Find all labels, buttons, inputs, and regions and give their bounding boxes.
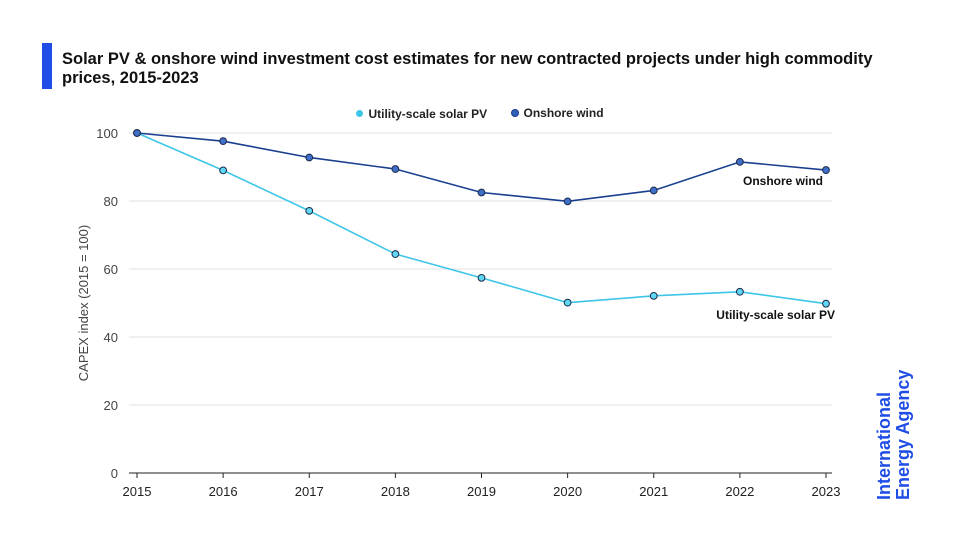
data-point (477, 273, 486, 282)
data-point (219, 166, 228, 175)
data-point (391, 250, 400, 258)
data-point (133, 129, 141, 137)
annotation-wind: Onshore wind (743, 174, 823, 188)
data-point (563, 298, 572, 307)
data-point (735, 287, 744, 296)
x-tick-label: 2022 (725, 484, 754, 499)
data-point (649, 186, 658, 195)
data-point (822, 299, 830, 308)
y-axis-label: CAPEX index (2015 = 100) (76, 225, 91, 381)
data-point (305, 153, 314, 162)
title-accent-bar (42, 43, 52, 89)
y-tick-label: 80 (104, 194, 118, 209)
data-point (563, 197, 572, 206)
data-point (822, 166, 830, 174)
x-tick-label: 2020 (553, 484, 582, 499)
x-tick-label: 2019 (467, 484, 496, 499)
legend-label-wind: Onshore wind (523, 106, 604, 120)
logo-line-1: International (874, 391, 894, 500)
legend-marker-wind (510, 109, 519, 117)
annotation-solar: Utility-scale solar PV (716, 308, 835, 322)
y-tick-label: 100 (96, 126, 118, 141)
legend-item-wind: Onshore wind (510, 106, 604, 120)
x-tick-label: 2016 (209, 484, 238, 499)
logo-line-2: Energy Agency (893, 369, 913, 500)
legend-item-solar: Utility-scale solar PV (356, 107, 487, 121)
y-tick-label: 0 (111, 466, 118, 481)
x-tick-label: 2023 (812, 484, 841, 499)
y-tick-label: 40 (104, 330, 118, 345)
x-tick-label: 2018 (381, 484, 410, 499)
legend-marker-solar (356, 110, 364, 117)
data-point (735, 158, 744, 166)
y-tick-label: 20 (104, 398, 118, 413)
x-tick-label: 2017 (295, 484, 324, 499)
data-point (649, 291, 658, 300)
y-tick-label: 60 (104, 262, 118, 277)
data-point (305, 206, 314, 215)
data-point (391, 165, 400, 173)
iea-logo: International Energy Agency (874, 360, 913, 500)
x-tick-label: 2015 (123, 484, 152, 499)
legend-label-solar: Utility-scale solar PV (368, 106, 488, 121)
data-point (219, 137, 228, 146)
data-point (477, 188, 486, 197)
x-tick-label: 2021 (639, 484, 668, 499)
legend: Utility-scale solar PV Onshore wind (0, 106, 960, 121)
chart-title: Solar PV & onshore wind investment cost … (62, 50, 873, 87)
